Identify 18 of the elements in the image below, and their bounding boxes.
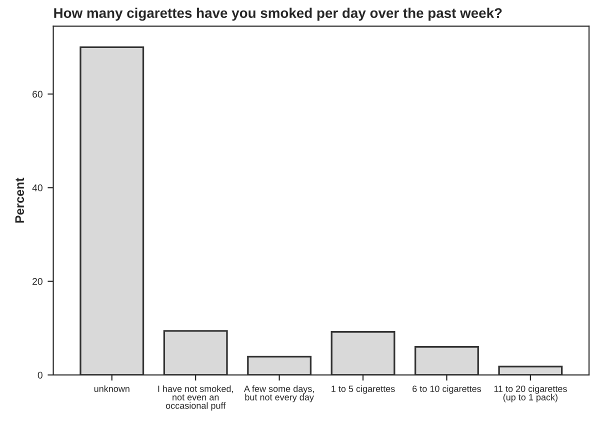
x-tick-label: I have not smoked, not even an occasional puff xyxy=(158,385,233,411)
x-tick-label: 1 to 5 cigarettes xyxy=(332,385,395,394)
x-tick-label: A few some days, but not every day xyxy=(244,385,314,402)
x-tick-label: 11 to 20 cigarettes (up to 1 pack) xyxy=(494,385,567,402)
bar xyxy=(80,46,144,375)
y-axis-title: Percent xyxy=(15,178,24,223)
bar xyxy=(414,346,479,375)
bar xyxy=(163,330,228,375)
bar xyxy=(498,366,563,375)
y-tick-label: 0 xyxy=(38,372,42,379)
y-tick-label: 20 xyxy=(32,278,42,285)
bar xyxy=(330,331,396,375)
x-tick-label: 6 to 10 cigarettes xyxy=(412,385,482,394)
y-tick-label: 60 xyxy=(32,90,42,98)
chart-title: How many cigarettes have you smoked per day over the past week? xyxy=(54,8,502,21)
bar xyxy=(247,356,312,375)
y-tick-label: 40 xyxy=(32,184,42,192)
x-tick-label: unknown xyxy=(94,385,130,392)
